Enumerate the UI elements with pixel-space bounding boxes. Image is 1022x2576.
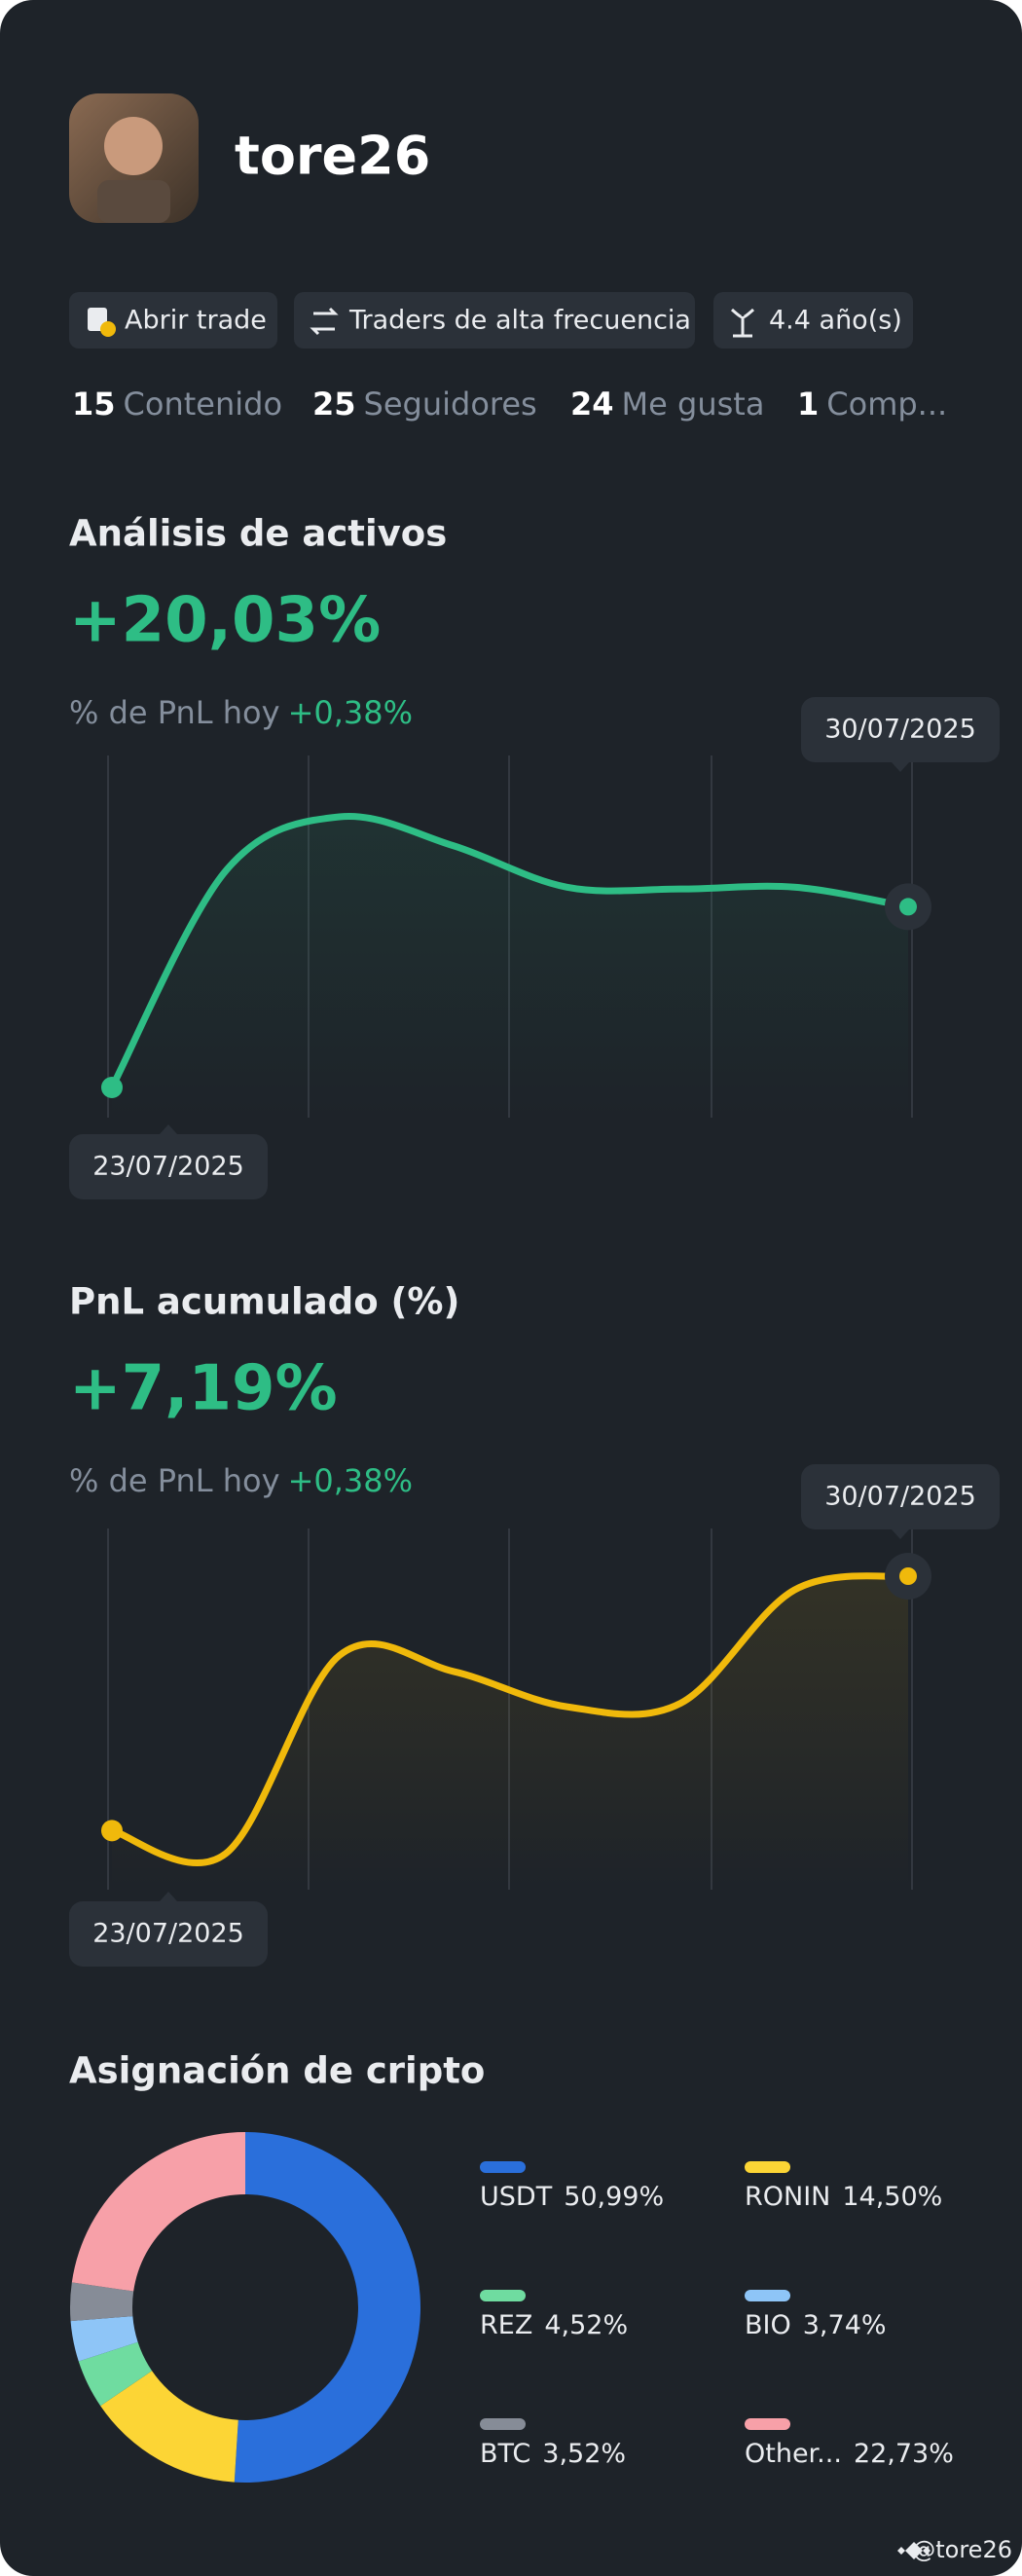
date-tooltip — [69, 1134, 268, 1199]
legend-value: 3,52% — [542, 2439, 626, 2469]
stat-label: Comp... — [826, 386, 947, 423]
stat-label: Seguidores — [364, 386, 537, 423]
start-point — [101, 1077, 123, 1098]
legend-name: USDT — [480, 2182, 553, 2212]
tooltip-pointer — [160, 1892, 177, 1901]
legend-name: BIO — [745, 2310, 791, 2340]
stat-label: Me gusta — [622, 386, 765, 423]
footer-handle: @tore26 — [912, 2536, 1012, 2563]
legend-swatch — [480, 2418, 526, 2430]
end-point — [899, 1567, 917, 1585]
pnl-today-label: % de PnL hoy — [69, 1462, 280, 1499]
legend-value: 14,50% — [842, 2182, 942, 2212]
line — [108, 1572, 912, 1867]
pnl-today-label: % de PnL hoy — [69, 694, 280, 731]
section-title: Asignación de cripto — [69, 2050, 485, 2092]
donut-segment — [71, 2132, 245, 2292]
stat[interactable]: 24 Me gusta — [570, 386, 764, 423]
date-tooltip-label: 23/07/2025 — [92, 1152, 244, 1182]
donut-segment — [70, 2316, 138, 2362]
legend-swatch — [745, 2290, 790, 2301]
stat[interactable]: 15 Contenido — [72, 386, 282, 423]
area — [112, 1575, 908, 1890]
username: tore26 — [235, 126, 430, 187]
tag-icon — [310, 307, 339, 336]
donut-segment — [69, 2282, 134, 2322]
legend-swatch — [745, 2418, 790, 2430]
date-tooltip-label: 30/07/2025 — [824, 715, 976, 745]
section-title: Análisis de activos — [69, 513, 447, 555]
start-point — [101, 1820, 123, 1842]
tag-icon-badge — [100, 321, 116, 337]
stat-value: 24 — [570, 386, 614, 423]
legend-name: Other... — [745, 2439, 842, 2469]
stat-label: Contenido — [124, 386, 283, 423]
avatar-body — [97, 180, 170, 223]
tag-label: 4.4 año(s) — [769, 306, 902, 336]
tag[interactable] — [294, 292, 695, 349]
stat-value: 25 — [312, 386, 356, 423]
pnl-today: % de PnL hoy +0,38% — [69, 1462, 413, 1499]
stat[interactable]: 1 Comp... — [797, 386, 947, 423]
legend-swatch — [745, 2161, 790, 2173]
legend-entry: BTC 3,52% — [480, 2439, 626, 2469]
pnl-today: % de PnL hoy +0,38% — [69, 694, 413, 731]
pnl-today-value: +0,38% — [288, 694, 413, 731]
stat-value: 15 — [72, 386, 116, 423]
donut-segment — [100, 2371, 238, 2483]
legend-entry: USDT 50,99% — [480, 2182, 664, 2212]
legend-value: 22,73% — [854, 2439, 954, 2469]
donut-segment — [234, 2132, 421, 2483]
tag-icon — [730, 308, 755, 338]
tag[interactable] — [713, 292, 913, 349]
tooltip-pointer — [160, 1124, 177, 1134]
tag-label: Abrir trade — [125, 306, 267, 336]
date-tooltip — [801, 1464, 1000, 1529]
tag[interactable] — [69, 292, 277, 349]
legend-entry: BIO 3,74% — [745, 2310, 887, 2340]
stat[interactable]: 25 Seguidores — [312, 386, 537, 423]
tooltip-pointer — [892, 762, 909, 772]
legend-name: REZ — [480, 2310, 532, 2340]
pnl-today-value: +0,38% — [288, 1462, 413, 1499]
legend-value: 3,74% — [803, 2310, 887, 2340]
headline-value: +7,19% — [69, 1353, 338, 1425]
headline-value: +20,03% — [69, 585, 381, 657]
date-tooltip-label: 30/07/2025 — [824, 1482, 976, 1512]
line — [108, 812, 912, 1091]
donut-segment — [78, 2341, 153, 2407]
date-tooltip — [69, 1901, 268, 1967]
charts: Análisis de activos+20,03%% de PnL hoy +0… — [69, 513, 1000, 2483]
legend-value: 50,99% — [564, 2182, 664, 2212]
stat-value: 1 — [797, 386, 819, 423]
date-tooltip-label: 23/07/2025 — [92, 1919, 244, 1949]
avatar-face — [104, 117, 163, 175]
date-tooltip — [801, 697, 1000, 762]
legend-entry: REZ 4,52% — [480, 2310, 628, 2340]
footer-logo — [897, 2542, 931, 2559]
legend-value: 4,52% — [544, 2310, 628, 2340]
tag-label: Traders de alta frecuencia — [348, 306, 691, 336]
legend-entry: Other... 22,73% — [745, 2439, 954, 2469]
legend-entry: RONIN 14,50% — [745, 2182, 942, 2212]
tooltip-pointer — [892, 1529, 909, 1539]
stats: 15 Contenido 25 Seguidores 24 Me gusta 1 Comp..… — [72, 386, 947, 423]
legend-swatch — [480, 2290, 526, 2301]
section-title: PnL acumulado (%) — [69, 1281, 459, 1323]
legend-name: BTC — [480, 2439, 530, 2469]
end-point — [899, 898, 917, 916]
legend-swatch — [480, 2161, 526, 2173]
legend-name: RONIN — [745, 2182, 830, 2212]
